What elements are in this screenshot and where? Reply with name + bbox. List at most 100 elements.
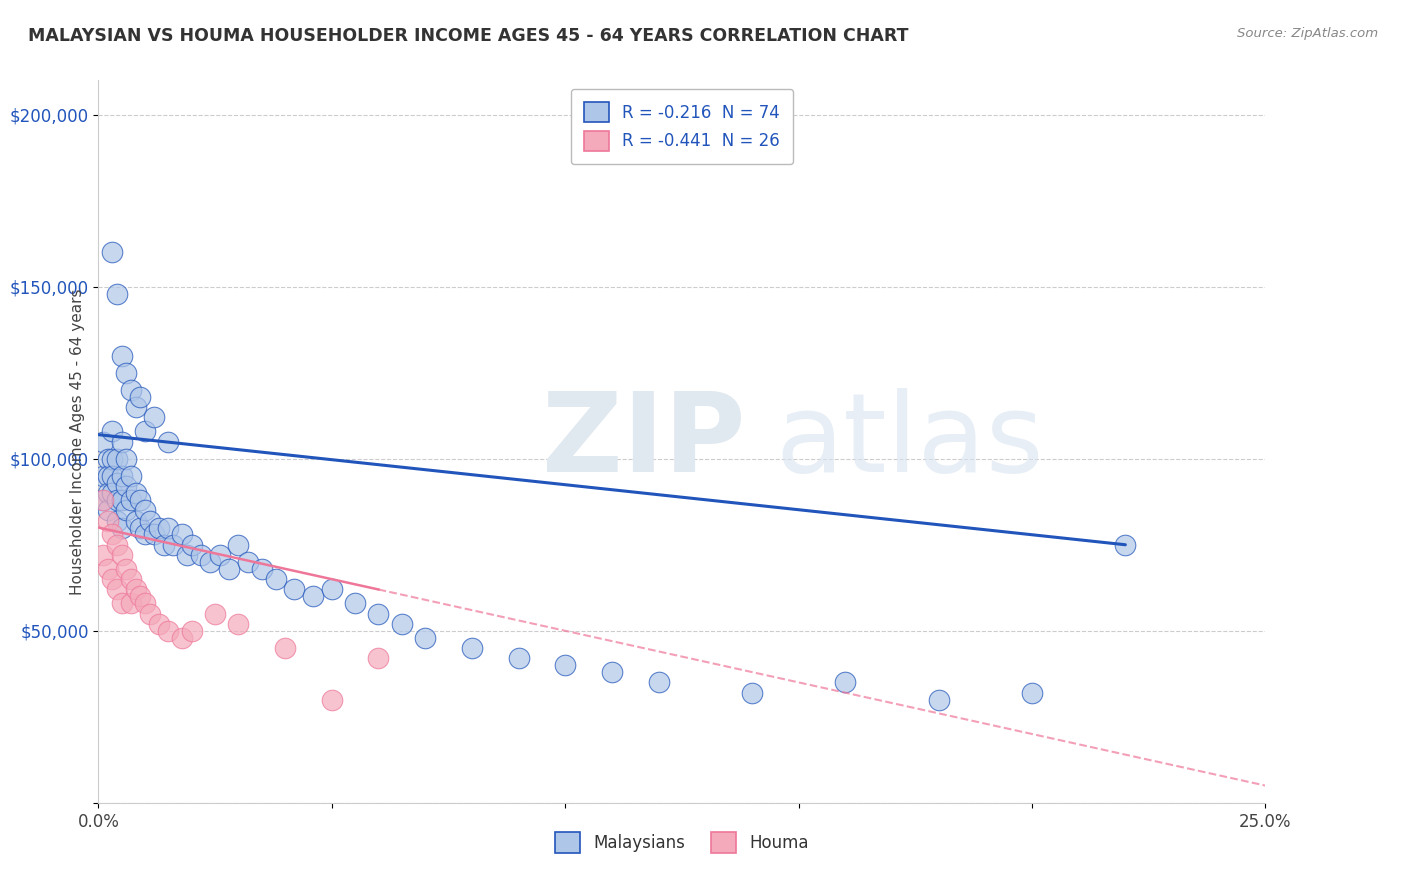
Point — [134, 503, 156, 517]
Point — [139, 607, 162, 621]
Point — [157, 624, 180, 638]
Point — [111, 349, 134, 363]
Point — [250, 562, 273, 576]
Point — [1021, 686, 1043, 700]
Text: MALAYSIAN VS HOUMA HOUSEHOLDER INCOME AGES 45 - 64 YEARS CORRELATION CHART: MALAYSIAN VS HOUMA HOUSEHOLDER INCOME AG… — [28, 27, 908, 45]
Point — [264, 572, 287, 586]
Point — [101, 424, 124, 438]
Point — [152, 538, 174, 552]
Point — [367, 607, 389, 621]
Point — [111, 520, 134, 534]
Point — [228, 538, 250, 552]
Point — [190, 548, 212, 562]
Point — [91, 493, 114, 508]
Point — [302, 590, 325, 604]
Point — [129, 520, 152, 534]
Point — [834, 675, 856, 690]
Point — [105, 582, 128, 597]
Point — [125, 486, 148, 500]
Point — [105, 514, 128, 528]
Point — [129, 390, 152, 404]
Point — [461, 640, 484, 655]
Point — [91, 434, 114, 449]
Point — [321, 582, 343, 597]
Point — [554, 658, 576, 673]
Point — [391, 616, 413, 631]
Point — [111, 493, 134, 508]
Point — [101, 451, 124, 466]
Point — [157, 520, 180, 534]
Point — [134, 596, 156, 610]
Point — [97, 514, 120, 528]
Point — [91, 469, 114, 483]
Point — [139, 514, 162, 528]
Text: Source: ZipAtlas.com: Source: ZipAtlas.com — [1237, 27, 1378, 40]
Point — [208, 548, 231, 562]
Point — [125, 514, 148, 528]
Point — [115, 366, 138, 380]
Point — [105, 451, 128, 466]
Point — [741, 686, 763, 700]
Point — [115, 451, 138, 466]
Point — [101, 469, 124, 483]
Point — [134, 424, 156, 438]
Point — [129, 590, 152, 604]
Point — [115, 503, 138, 517]
Point — [115, 562, 138, 576]
Point — [115, 479, 138, 493]
Point — [508, 651, 530, 665]
Y-axis label: Householder Income Ages 45 - 64 years: Householder Income Ages 45 - 64 years — [69, 288, 84, 595]
Point — [928, 692, 950, 706]
Point — [228, 616, 250, 631]
Point — [101, 245, 124, 260]
Point — [1114, 538, 1136, 552]
Point — [200, 555, 222, 569]
Point — [97, 562, 120, 576]
Point — [157, 434, 180, 449]
Point — [236, 555, 259, 569]
Point — [283, 582, 305, 597]
Point — [134, 527, 156, 541]
Point — [101, 486, 124, 500]
Point — [105, 286, 128, 301]
Point — [413, 631, 436, 645]
Point — [172, 527, 194, 541]
Point — [97, 469, 120, 483]
Point — [176, 548, 198, 562]
Text: ZIP: ZIP — [541, 388, 745, 495]
Point — [367, 651, 389, 665]
Point — [120, 383, 142, 397]
Point — [180, 538, 202, 552]
Point — [105, 475, 128, 490]
Text: atlas: atlas — [775, 388, 1043, 495]
Point — [600, 665, 623, 679]
Point — [125, 582, 148, 597]
Point — [120, 572, 142, 586]
Point — [120, 469, 142, 483]
Point — [218, 562, 240, 576]
Point — [91, 493, 114, 508]
Point — [101, 527, 124, 541]
Point — [111, 434, 134, 449]
Point — [120, 493, 142, 508]
Point — [105, 493, 128, 508]
Legend: Malaysians, Houma: Malaysians, Houma — [548, 826, 815, 860]
Point — [111, 548, 134, 562]
Point — [125, 400, 148, 414]
Point — [162, 538, 184, 552]
Point — [172, 631, 194, 645]
Point — [91, 548, 114, 562]
Point — [111, 469, 134, 483]
Point — [321, 692, 343, 706]
Point — [111, 596, 134, 610]
Point — [120, 596, 142, 610]
Point — [143, 410, 166, 425]
Point — [148, 520, 170, 534]
Point — [129, 493, 152, 508]
Point — [143, 527, 166, 541]
Point — [148, 616, 170, 631]
Point — [344, 596, 367, 610]
Point — [97, 486, 120, 500]
Point — [97, 503, 120, 517]
Point — [101, 572, 124, 586]
